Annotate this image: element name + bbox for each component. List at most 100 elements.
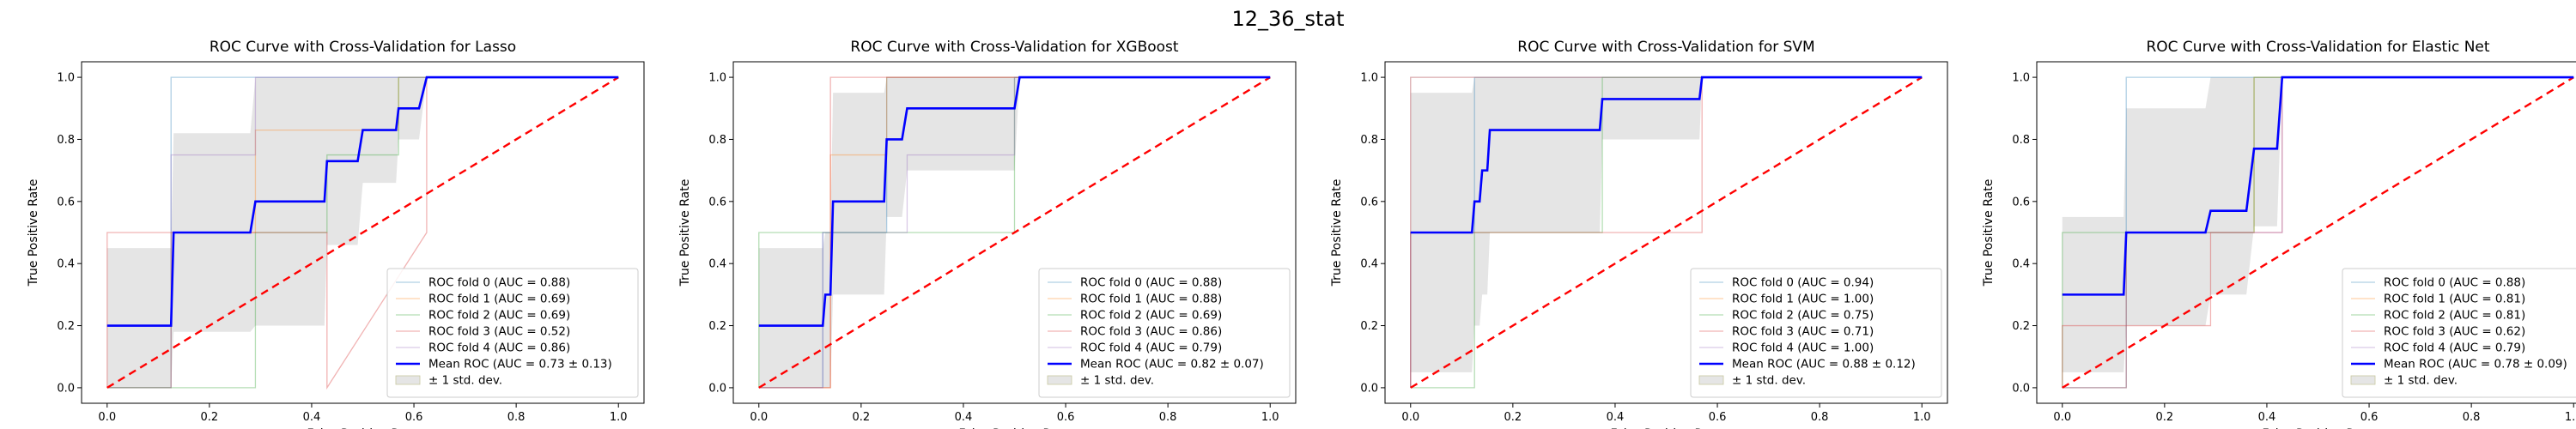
roc-fold-0-line xyxy=(1410,76,1923,388)
legend-entry-label: ± 1 std. dev. xyxy=(428,374,502,388)
x-axis-label: False Positive Rate xyxy=(958,427,1070,429)
x-tick-label: 0.0 xyxy=(98,411,116,424)
y-axis-label: True Positive Rate xyxy=(1982,179,1996,287)
x-tick-label: 0.2 xyxy=(2156,411,2174,424)
y-tick-label: 1.0 xyxy=(57,72,75,85)
legend-entry-label: ROC fold 3 (AUC = 0.71) xyxy=(1732,325,1874,339)
axes-frame xyxy=(1384,61,1948,404)
y-tick-label: 0.4 xyxy=(2012,258,2030,271)
legend-band-swatch xyxy=(2350,375,2376,385)
x-axis-label: False Positive Rate xyxy=(307,427,418,429)
x-tick-label: 0.6 xyxy=(1057,411,1075,424)
legend-box xyxy=(1038,268,1291,398)
legend-entry-label: ROC fold 0 (AUC = 0.88) xyxy=(428,276,570,290)
x-tick-label: 1.0 xyxy=(1261,411,1279,424)
y-tick-label: 0.2 xyxy=(57,320,75,333)
legend-entry-label: ROC fold 0 (AUC = 0.88) xyxy=(1080,276,1222,290)
chart-panel-3: ROC Curve with Cross-Validation for Elas… xyxy=(1982,39,2576,429)
roc-fold-1-line xyxy=(758,76,1271,389)
legend: ROC fold 0 (AUC = 0.94) ROC fold 1 (AUC =… xyxy=(1690,268,1942,398)
legend-entry-label: ROC fold 4 (AUC = 0.86) xyxy=(428,341,570,355)
legend-entry-label: ROC fold 1 (AUC = 0.69) xyxy=(428,293,570,306)
legend-box xyxy=(386,268,639,398)
chart-title: ROC Curve with Cross-Validation for Lass… xyxy=(210,39,516,56)
legend-entry-label: Mean ROC (AUC = 0.73 ± 0.13) xyxy=(428,358,612,372)
chance-line xyxy=(106,76,619,389)
std-band xyxy=(106,77,619,388)
chart-panel-1: ROC Curve with Cross-Validation for XGBo… xyxy=(678,39,1297,429)
legend-entry-label: Mean ROC (AUC = 0.78 ± 0.09) xyxy=(2384,358,2567,372)
legend-entry-label: Mean ROC (AUC = 0.88 ± 0.12) xyxy=(1732,358,1916,372)
x-tick-label: 0.4 xyxy=(303,411,321,424)
x-tick-label: 0.2 xyxy=(853,411,871,424)
x-tick-label: 0.6 xyxy=(1709,411,1727,424)
legend-box xyxy=(1690,268,1942,398)
roc-fold-1-line xyxy=(106,76,619,389)
legend-entry-label: ± 1 std. dev. xyxy=(1732,374,1806,388)
y-tick-label: 0.8 xyxy=(708,134,726,147)
axes-frame xyxy=(732,61,1297,404)
roc-fold-4-line xyxy=(106,76,619,389)
legend-band-swatch xyxy=(395,375,421,385)
chance-line xyxy=(758,76,1271,389)
x-tick-label: 1.0 xyxy=(610,411,628,424)
legend-entry-label: ROC fold 2 (AUC = 0.81) xyxy=(2384,309,2525,323)
roc-fold-0-line xyxy=(106,76,619,389)
x-tick-label: 0.2 xyxy=(201,411,219,424)
y-tick-label: 0.2 xyxy=(708,320,726,333)
legend-entry-label: ROC fold 1 (AUC = 0.88) xyxy=(1080,293,1222,306)
legend-entry-label: ROC fold 2 (AUC = 0.69) xyxy=(428,309,570,323)
y-tick-label: 0.8 xyxy=(2012,134,2030,147)
x-tick-label: 0.8 xyxy=(1811,411,1829,424)
x-tick-label: 1.0 xyxy=(2565,411,2576,424)
y-tick-label: 0.4 xyxy=(708,258,726,271)
x-tick-label: 0.6 xyxy=(2360,411,2379,424)
chance-line xyxy=(1410,76,1923,389)
y-tick-label: 0.6 xyxy=(708,196,726,208)
legend-entry-label: ROC fold 4 (AUC = 0.79) xyxy=(2384,341,2525,355)
y-tick-label: 1.0 xyxy=(708,72,726,85)
y-tick-label: 0.8 xyxy=(57,134,75,147)
y-tick-label: 0.2 xyxy=(1360,320,1378,333)
y-tick-label: 0.4 xyxy=(1360,258,1378,271)
x-tick-label: 0.4 xyxy=(2258,411,2276,424)
legend: ROC fold 0 (AUC = 0.88) ROC fold 1 (AUC =… xyxy=(386,268,639,398)
plot-area xyxy=(1410,76,1923,389)
legend-entry-label: Mean ROC (AUC = 0.82 ± 0.07) xyxy=(1080,358,1264,372)
x-tick-label: 0.4 xyxy=(1607,411,1625,424)
legend-entry-label: ROC fold 0 (AUC = 0.94) xyxy=(1732,276,1874,290)
chart-panel-0: ROC Curve with Cross-Validation for Lass… xyxy=(27,39,645,429)
chart-panel-2: ROC Curve with Cross-Validation for SVM 0… xyxy=(1330,39,1948,429)
mean-roc-line xyxy=(2062,76,2574,296)
y-tick-label: 0.4 xyxy=(57,258,75,271)
legend-entry-label: ROC fold 4 (AUC = 1.00) xyxy=(1732,341,1874,355)
legend-band-swatch xyxy=(1047,375,1072,385)
y-tick-label: 0.0 xyxy=(2012,382,2030,395)
legend-band-swatch xyxy=(1698,375,1724,385)
x-tick-label: 1.0 xyxy=(1913,411,1931,424)
axes-frame xyxy=(2036,61,2576,404)
y-tick-label: 0.0 xyxy=(708,382,726,395)
legend-entry-label: ROC fold 3 (AUC = 0.86) xyxy=(1080,325,1222,339)
x-axis-label: False Positive Rate xyxy=(2262,427,2373,429)
legend: ROC fold 0 (AUC = 0.88) ROC fold 1 (AUC =… xyxy=(1038,268,1291,398)
legend-entry-label: ROC fold 3 (AUC = 0.52) xyxy=(428,325,570,339)
y-axis-label: True Positive Rate xyxy=(27,179,40,287)
legend-entry-label: ROC fold 2 (AUC = 0.69) xyxy=(1080,309,1222,323)
plot-area xyxy=(758,76,1271,389)
mean-roc-line xyxy=(106,76,619,327)
legend-entry-label: ± 1 std. dev. xyxy=(1080,374,1154,388)
legend-entry-label: ROC fold 0 (AUC = 0.88) xyxy=(2384,276,2525,290)
x-tick-label: 0.8 xyxy=(1159,411,1177,424)
y-tick-label: 0.0 xyxy=(1360,382,1378,395)
y-axis-label: True Positive Rate xyxy=(1330,179,1344,287)
legend-box xyxy=(2342,268,2576,398)
y-tick-label: 0.6 xyxy=(1360,196,1378,208)
legend: ROC fold 0 (AUC = 0.88) ROC fold 1 (AUC =… xyxy=(2342,268,2576,398)
x-tick-label: 0.2 xyxy=(1504,411,1522,424)
x-tick-label: 0.0 xyxy=(750,411,768,424)
x-tick-label: 0.0 xyxy=(2053,411,2071,424)
y-tick-label: 1.0 xyxy=(1360,72,1378,85)
y-axis-label: True Positive Rate xyxy=(678,179,692,287)
